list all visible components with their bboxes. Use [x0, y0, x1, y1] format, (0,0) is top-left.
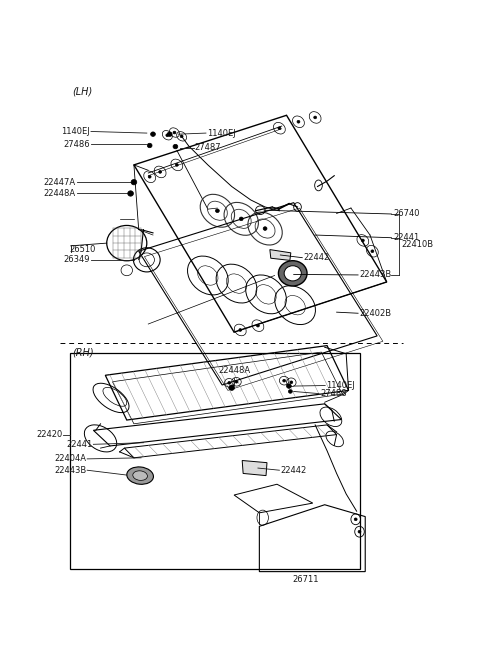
- Ellipse shape: [314, 116, 317, 119]
- Ellipse shape: [159, 170, 162, 174]
- Ellipse shape: [256, 324, 259, 327]
- Text: 22448A: 22448A: [44, 189, 76, 198]
- Text: 26510: 26510: [70, 245, 96, 254]
- Ellipse shape: [147, 143, 152, 148]
- Text: 1140EJ: 1140EJ: [61, 127, 90, 136]
- Ellipse shape: [358, 531, 361, 533]
- Ellipse shape: [228, 381, 231, 384]
- Ellipse shape: [151, 132, 156, 136]
- Text: (RH): (RH): [72, 347, 94, 357]
- Ellipse shape: [127, 467, 154, 484]
- Polygon shape: [270, 250, 291, 261]
- Ellipse shape: [229, 385, 235, 390]
- Bar: [71, 352, 360, 569]
- Text: 1140EJ: 1140EJ: [207, 128, 236, 138]
- Text: 22443B: 22443B: [360, 271, 392, 280]
- Ellipse shape: [278, 261, 307, 286]
- Polygon shape: [242, 460, 267, 476]
- Ellipse shape: [235, 381, 238, 383]
- Ellipse shape: [290, 381, 293, 384]
- Ellipse shape: [354, 518, 357, 521]
- Text: 22404A: 22404A: [54, 455, 86, 463]
- Ellipse shape: [371, 250, 374, 253]
- Ellipse shape: [263, 227, 267, 231]
- Ellipse shape: [128, 191, 133, 196]
- Ellipse shape: [180, 135, 183, 138]
- Text: 1140EJ: 1140EJ: [326, 381, 355, 390]
- Ellipse shape: [216, 209, 219, 213]
- Text: (LH): (LH): [72, 86, 92, 97]
- Ellipse shape: [133, 471, 147, 480]
- Text: 22443B: 22443B: [54, 466, 86, 475]
- Ellipse shape: [278, 127, 281, 130]
- Ellipse shape: [148, 176, 151, 178]
- Text: 22441: 22441: [66, 440, 93, 449]
- Text: 22420: 22420: [36, 430, 62, 439]
- Text: 27486: 27486: [63, 140, 90, 149]
- Text: 22441: 22441: [393, 233, 419, 242]
- Ellipse shape: [284, 266, 301, 281]
- Ellipse shape: [166, 134, 169, 137]
- Ellipse shape: [240, 217, 243, 221]
- Ellipse shape: [173, 131, 176, 134]
- Text: 22442: 22442: [303, 253, 329, 262]
- Text: 22402B: 22402B: [360, 309, 392, 318]
- Text: 22410B: 22410B: [401, 240, 433, 249]
- Text: 26740: 26740: [393, 210, 420, 219]
- Text: 22442: 22442: [280, 466, 307, 475]
- Text: 22448A: 22448A: [218, 366, 250, 375]
- Text: 26349: 26349: [63, 255, 90, 265]
- Ellipse shape: [175, 164, 178, 166]
- Text: 26711: 26711: [292, 575, 319, 584]
- Ellipse shape: [173, 144, 178, 149]
- Ellipse shape: [288, 390, 292, 393]
- Ellipse shape: [168, 132, 172, 136]
- Ellipse shape: [283, 379, 286, 382]
- Text: 22447A: 22447A: [44, 178, 76, 187]
- Ellipse shape: [297, 121, 300, 123]
- Text: 27488: 27488: [320, 389, 347, 398]
- Text: 27487: 27487: [194, 143, 221, 152]
- Ellipse shape: [287, 384, 291, 388]
- Ellipse shape: [239, 329, 242, 331]
- Ellipse shape: [131, 179, 137, 185]
- Ellipse shape: [361, 239, 364, 242]
